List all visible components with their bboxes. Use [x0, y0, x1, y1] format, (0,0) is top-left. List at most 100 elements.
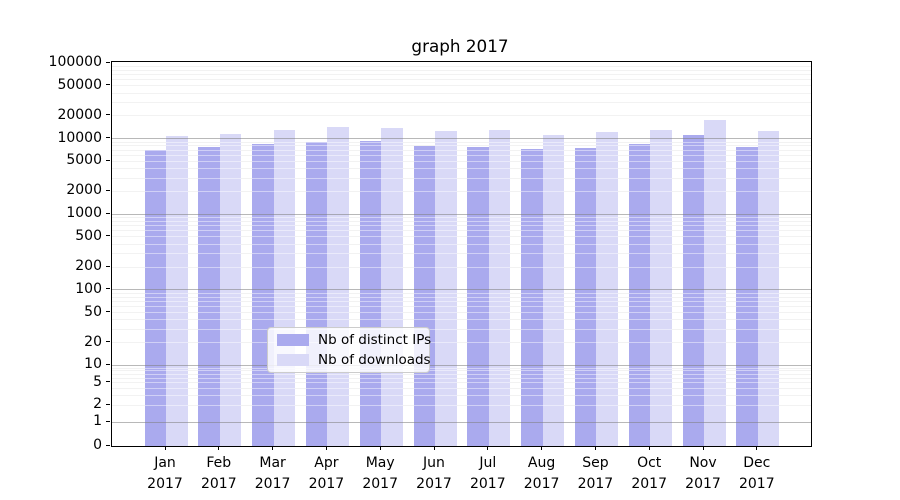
month-label: Jul: [479, 455, 497, 471]
y-tick: [106, 159, 110, 161]
bar-distinct-ips-dec: [736, 146, 758, 446]
bar-distinct-ips-nov: [682, 135, 704, 446]
legend-label: Nb of downloads: [318, 352, 431, 368]
gridline-minor: [112, 141, 811, 143]
month-label: Dec: [743, 455, 771, 471]
y-tick: [106, 444, 110, 446]
gridline-minor-overlay: [112, 342, 811, 344]
y-tick: [106, 114, 110, 116]
y-tick: [106, 381, 110, 383]
y-tick: [106, 403, 110, 405]
year-label: 2017: [147, 476, 183, 492]
y-tick-label: 50: [84, 303, 102, 320]
gridline-minor-overlay: [112, 328, 811, 330]
month-label: Sep: [582, 455, 609, 471]
y-tick-label: 2000: [66, 182, 102, 199]
x-tick: [272, 446, 274, 450]
chart-title: graph 2017: [411, 36, 509, 56]
gridline-minor-overlay: [112, 387, 811, 389]
month-label: Oct: [637, 455, 662, 471]
gridline-minor: [112, 177, 811, 179]
legend-swatch-downloads: [277, 354, 309, 366]
gridline-minor-overlay: [112, 115, 811, 117]
gridline-minor: [112, 387, 811, 389]
gridline-minor: [112, 65, 811, 67]
x-tick: [487, 446, 489, 450]
gridline-minor-overlay: [112, 92, 811, 94]
x-tick-label-aug: Aug 2017: [524, 453, 560, 495]
gridline-minor-overlay: [112, 79, 811, 81]
gridline-minor-overlay: [112, 85, 811, 87]
gridline-minor-overlay: [112, 404, 811, 406]
bar-downloads-oct: [650, 130, 672, 446]
y-tick: [106, 288, 110, 290]
gridline-minor: [112, 328, 811, 330]
gridline-minor: [112, 394, 811, 396]
year-label: 2017: [416, 476, 452, 492]
y-tick: [106, 137, 110, 139]
year-label: 2017: [523, 476, 560, 492]
y-tick-label: 20000: [57, 106, 102, 123]
gridline-minor-overlay: [112, 243, 811, 245]
gridline-minor: [112, 154, 811, 156]
gridline-minor-overlay: [112, 102, 811, 104]
y-tick-label: 2: [93, 396, 102, 413]
gridline-minor-overlay: [112, 236, 811, 238]
y-tick-label: 10: [84, 356, 102, 373]
gridline-minor-overlay: [112, 306, 811, 308]
gridline-minor-overlay: [112, 266, 811, 268]
plot-area: [111, 61, 812, 447]
x-tick-label-feb: Feb 2017: [201, 453, 237, 495]
gridline-minor-overlay: [112, 301, 811, 302]
bar-distinct-ips-mar: [252, 144, 274, 446]
x-tick: [218, 446, 220, 450]
gridline-minor: [112, 367, 811, 369]
gridline-minor: [112, 217, 811, 219]
gridline-major: [112, 213, 811, 215]
gridline-minor-overlay: [112, 69, 811, 71]
y-tick-label: 1000: [66, 205, 102, 222]
y-tick: [106, 311, 110, 313]
bar-distinct-ips-sep: [574, 147, 597, 446]
gridline-minor-overlay: [112, 319, 811, 321]
gridline-minor: [112, 225, 811, 227]
gridline-minor-overlay: [112, 367, 811, 369]
y-tick: [106, 212, 110, 214]
bar-downloads-dec: [757, 131, 780, 446]
year-label: 2017: [254, 476, 291, 492]
y-tick-label: 20: [84, 333, 102, 350]
bar-downloads-jan: [166, 136, 188, 446]
gridline-minor: [112, 301, 811, 302]
gridline-minor: [112, 266, 811, 268]
x-tick: [379, 446, 381, 450]
gridline-minor-overlay: [112, 382, 811, 384]
y-tick: [106, 265, 110, 267]
gridline-minor: [112, 373, 811, 375]
gridline-minor: [112, 221, 811, 223]
gridline-minor-overlay: [112, 168, 811, 170]
year-label: 2017: [469, 476, 506, 492]
x-tick-label-jan: Jan 2017: [147, 453, 183, 495]
gridline-minor-overlay: [112, 370, 811, 372]
gridline-minor-overlay: [112, 373, 811, 375]
gridline-minor: [112, 306, 811, 308]
gridline-minor-overlay: [112, 296, 811, 298]
gridline-minor: [112, 296, 811, 298]
year-label: 2017: [685, 476, 721, 492]
gridline-minor: [112, 312, 811, 314]
x-tick-label-jun: Jun 2017: [416, 453, 452, 495]
gridline-minor: [112, 243, 811, 245]
month-label: Feb: [206, 455, 232, 471]
y-tick-label: 100000: [48, 54, 102, 70]
y-tick: [106, 61, 110, 63]
bar-downloads-jun: [435, 131, 457, 446]
x-tick-label-nov: Nov 2017: [685, 453, 721, 495]
gridline-minor-overlay: [112, 225, 811, 227]
gridline-minor-overlay: [112, 160, 811, 162]
x-tick: [541, 446, 543, 450]
gridline-minor-overlay: [112, 74, 811, 76]
x-tick: [594, 446, 596, 450]
x-tick: [325, 446, 327, 450]
bar-downloads-may: [381, 128, 403, 446]
x-tick: [433, 446, 435, 450]
